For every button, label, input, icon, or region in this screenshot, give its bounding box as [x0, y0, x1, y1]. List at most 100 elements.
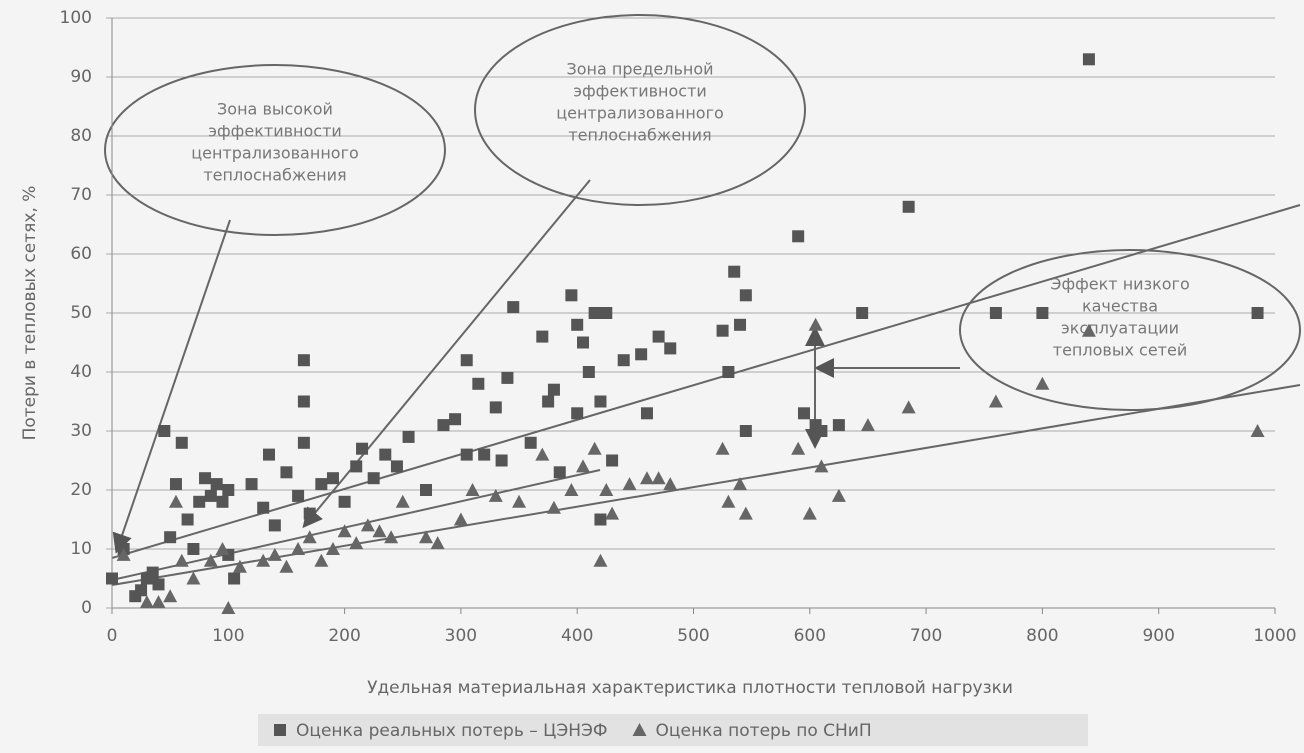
point [663, 477, 678, 491]
annotation: Эффект низкого [1050, 275, 1189, 294]
x-tick-label: 300 [445, 626, 477, 646]
point [651, 471, 666, 485]
point [739, 425, 752, 437]
y-tick-label: 60 [70, 244, 92, 264]
annotation: Зона предельной [566, 60, 713, 79]
point [106, 572, 118, 585]
y-tick-label: 50 [70, 303, 92, 323]
point [564, 483, 579, 496]
point [599, 483, 614, 496]
point [797, 407, 810, 420]
point [815, 425, 828, 437]
point [449, 413, 462, 426]
annotation: Зона высокой [217, 100, 333, 119]
point [594, 395, 607, 408]
legend-box [258, 714, 1088, 746]
point [501, 371, 514, 384]
point [988, 394, 1003, 408]
point [577, 336, 590, 349]
point [169, 478, 182, 491]
y-tick-label: 10 [70, 539, 92, 559]
point [856, 307, 869, 319]
point [151, 595, 166, 609]
point [721, 494, 736, 508]
point [267, 547, 282, 561]
point [228, 572, 241, 585]
point [280, 466, 293, 479]
point [222, 484, 235, 496]
point [152, 578, 165, 591]
point [553, 466, 566, 479]
point [367, 472, 380, 485]
point [302, 530, 317, 544]
point [472, 377, 485, 390]
point [728, 265, 741, 278]
annotation: тепловых сетей [1053, 341, 1187, 360]
point [1036, 307, 1049, 319]
y-tick-label: 40 [70, 362, 92, 382]
x-tick-label: 200 [328, 626, 360, 646]
point [507, 301, 520, 314]
point [594, 513, 607, 526]
point [791, 441, 806, 455]
point [640, 407, 653, 420]
point [303, 507, 316, 520]
point [292, 489, 305, 502]
x-tick-label: 500 [677, 626, 709, 646]
point [116, 547, 131, 561]
point [606, 454, 619, 467]
point [419, 530, 434, 544]
point [1251, 307, 1264, 319]
annotation: централизованного [191, 144, 359, 163]
point [587, 441, 602, 455]
point [210, 478, 223, 491]
point [349, 536, 364, 550]
point [600, 307, 613, 319]
point [989, 307, 1002, 319]
point [326, 472, 339, 485]
point [297, 354, 310, 367]
point [802, 506, 817, 520]
point [256, 553, 271, 567]
point [664, 342, 677, 355]
point [465, 483, 480, 496]
point [315, 478, 328, 491]
point [582, 366, 595, 378]
point [536, 330, 549, 343]
legend-label: Оценка потерь по СНиП [656, 721, 872, 741]
annotation: качества [1082, 297, 1158, 316]
legend-label: Оценка реальных потерь – ЦЭНЭФ [296, 721, 608, 741]
point [453, 512, 468, 526]
x-axis-title: Удельная материальная характеристика пло… [367, 678, 1013, 698]
point [216, 495, 229, 508]
y-tick-label: 90 [70, 67, 92, 87]
point [291, 542, 306, 555]
point [542, 395, 555, 408]
point [297, 436, 310, 449]
point [460, 448, 473, 461]
point [257, 501, 270, 514]
point [297, 395, 310, 408]
point [268, 519, 281, 532]
point [902, 200, 915, 213]
point [814, 459, 829, 473]
x-tick-label: 600 [794, 626, 826, 646]
point [372, 524, 387, 538]
annotation: централизованного [556, 104, 724, 123]
point [715, 441, 730, 455]
point [430, 536, 445, 550]
point [792, 230, 805, 243]
point [146, 566, 159, 579]
point [593, 553, 608, 567]
point [174, 553, 189, 567]
point [489, 401, 502, 414]
point [478, 448, 491, 461]
point [314, 553, 329, 567]
point [495, 454, 508, 467]
point [488, 488, 503, 502]
point [135, 584, 148, 597]
point [175, 436, 188, 449]
x-tick-label: 400 [561, 626, 593, 646]
point [1035, 376, 1050, 390]
point [245, 478, 258, 491]
